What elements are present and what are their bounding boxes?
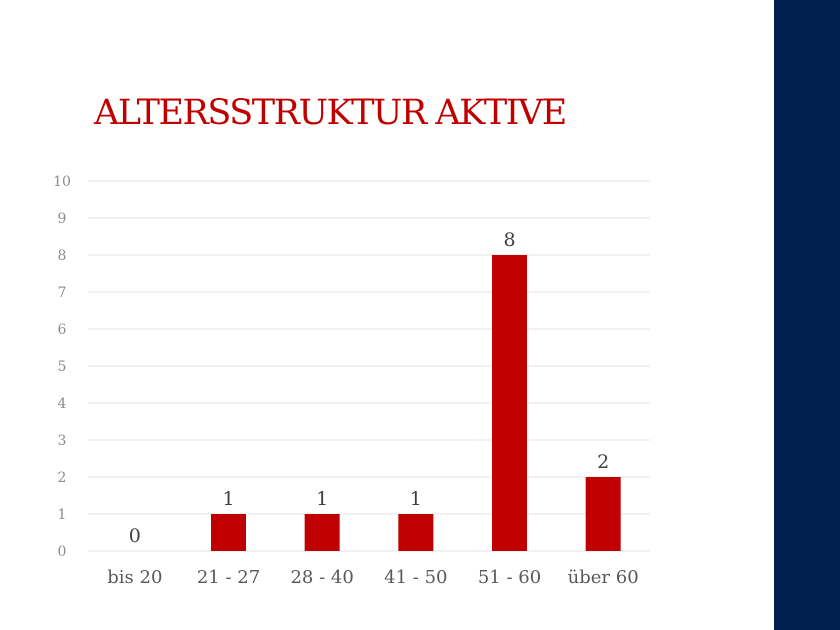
y-axis-ticks: 0 1 2 3 4 5 6 7 8 9 10 — [53, 174, 71, 560]
y-tick-label: 9 — [58, 211, 67, 227]
x-axis-labels: bis 20 21 - 27 28 - 40 41 - 50 51 - 60 über 6… — [107, 567, 638, 588]
data-label: 1 — [410, 488, 422, 510]
data-label: 2 — [597, 451, 609, 473]
y-tick-label: 10 — [53, 174, 71, 190]
x-tick-label: bis 20 — [107, 567, 162, 588]
data-label: 1 — [222, 488, 234, 510]
y-tick-label: 6 — [58, 322, 67, 338]
y-tick-label: 1 — [58, 507, 67, 523]
bar — [585, 477, 621, 551]
bars — [211, 255, 621, 551]
data-label: 1 — [316, 488, 328, 510]
y-tick-label: 5 — [58, 359, 67, 375]
y-tick-label: 2 — [58, 470, 67, 486]
gridlines — [88, 180, 650, 552]
data-label: 8 — [503, 229, 515, 251]
y-tick-label: 7 — [58, 285, 67, 301]
y-tick-label: 0 — [58, 544, 67, 560]
slide-title: ALTERSSTRUKTUR AKTIVE — [94, 93, 567, 133]
bar — [398, 514, 434, 551]
x-tick-label: 41 - 50 — [384, 567, 447, 588]
y-tick-label: 8 — [58, 248, 67, 264]
y-tick-label: 4 — [58, 396, 67, 412]
y-tick-label: 3 — [58, 433, 67, 449]
x-tick-label: über 60 — [568, 567, 639, 588]
bar — [211, 514, 246, 551]
bar — [304, 514, 340, 551]
x-tick-label: 51 - 60 — [478, 567, 541, 588]
side-band — [774, 0, 840, 630]
data-label: 0 — [129, 525, 141, 547]
x-tick-label: 21 - 27 — [197, 567, 260, 588]
x-tick-label: 28 - 40 — [290, 567, 353, 588]
bar — [492, 255, 527, 551]
data-labels: 0 1 1 1 8 2 — [129, 229, 609, 547]
